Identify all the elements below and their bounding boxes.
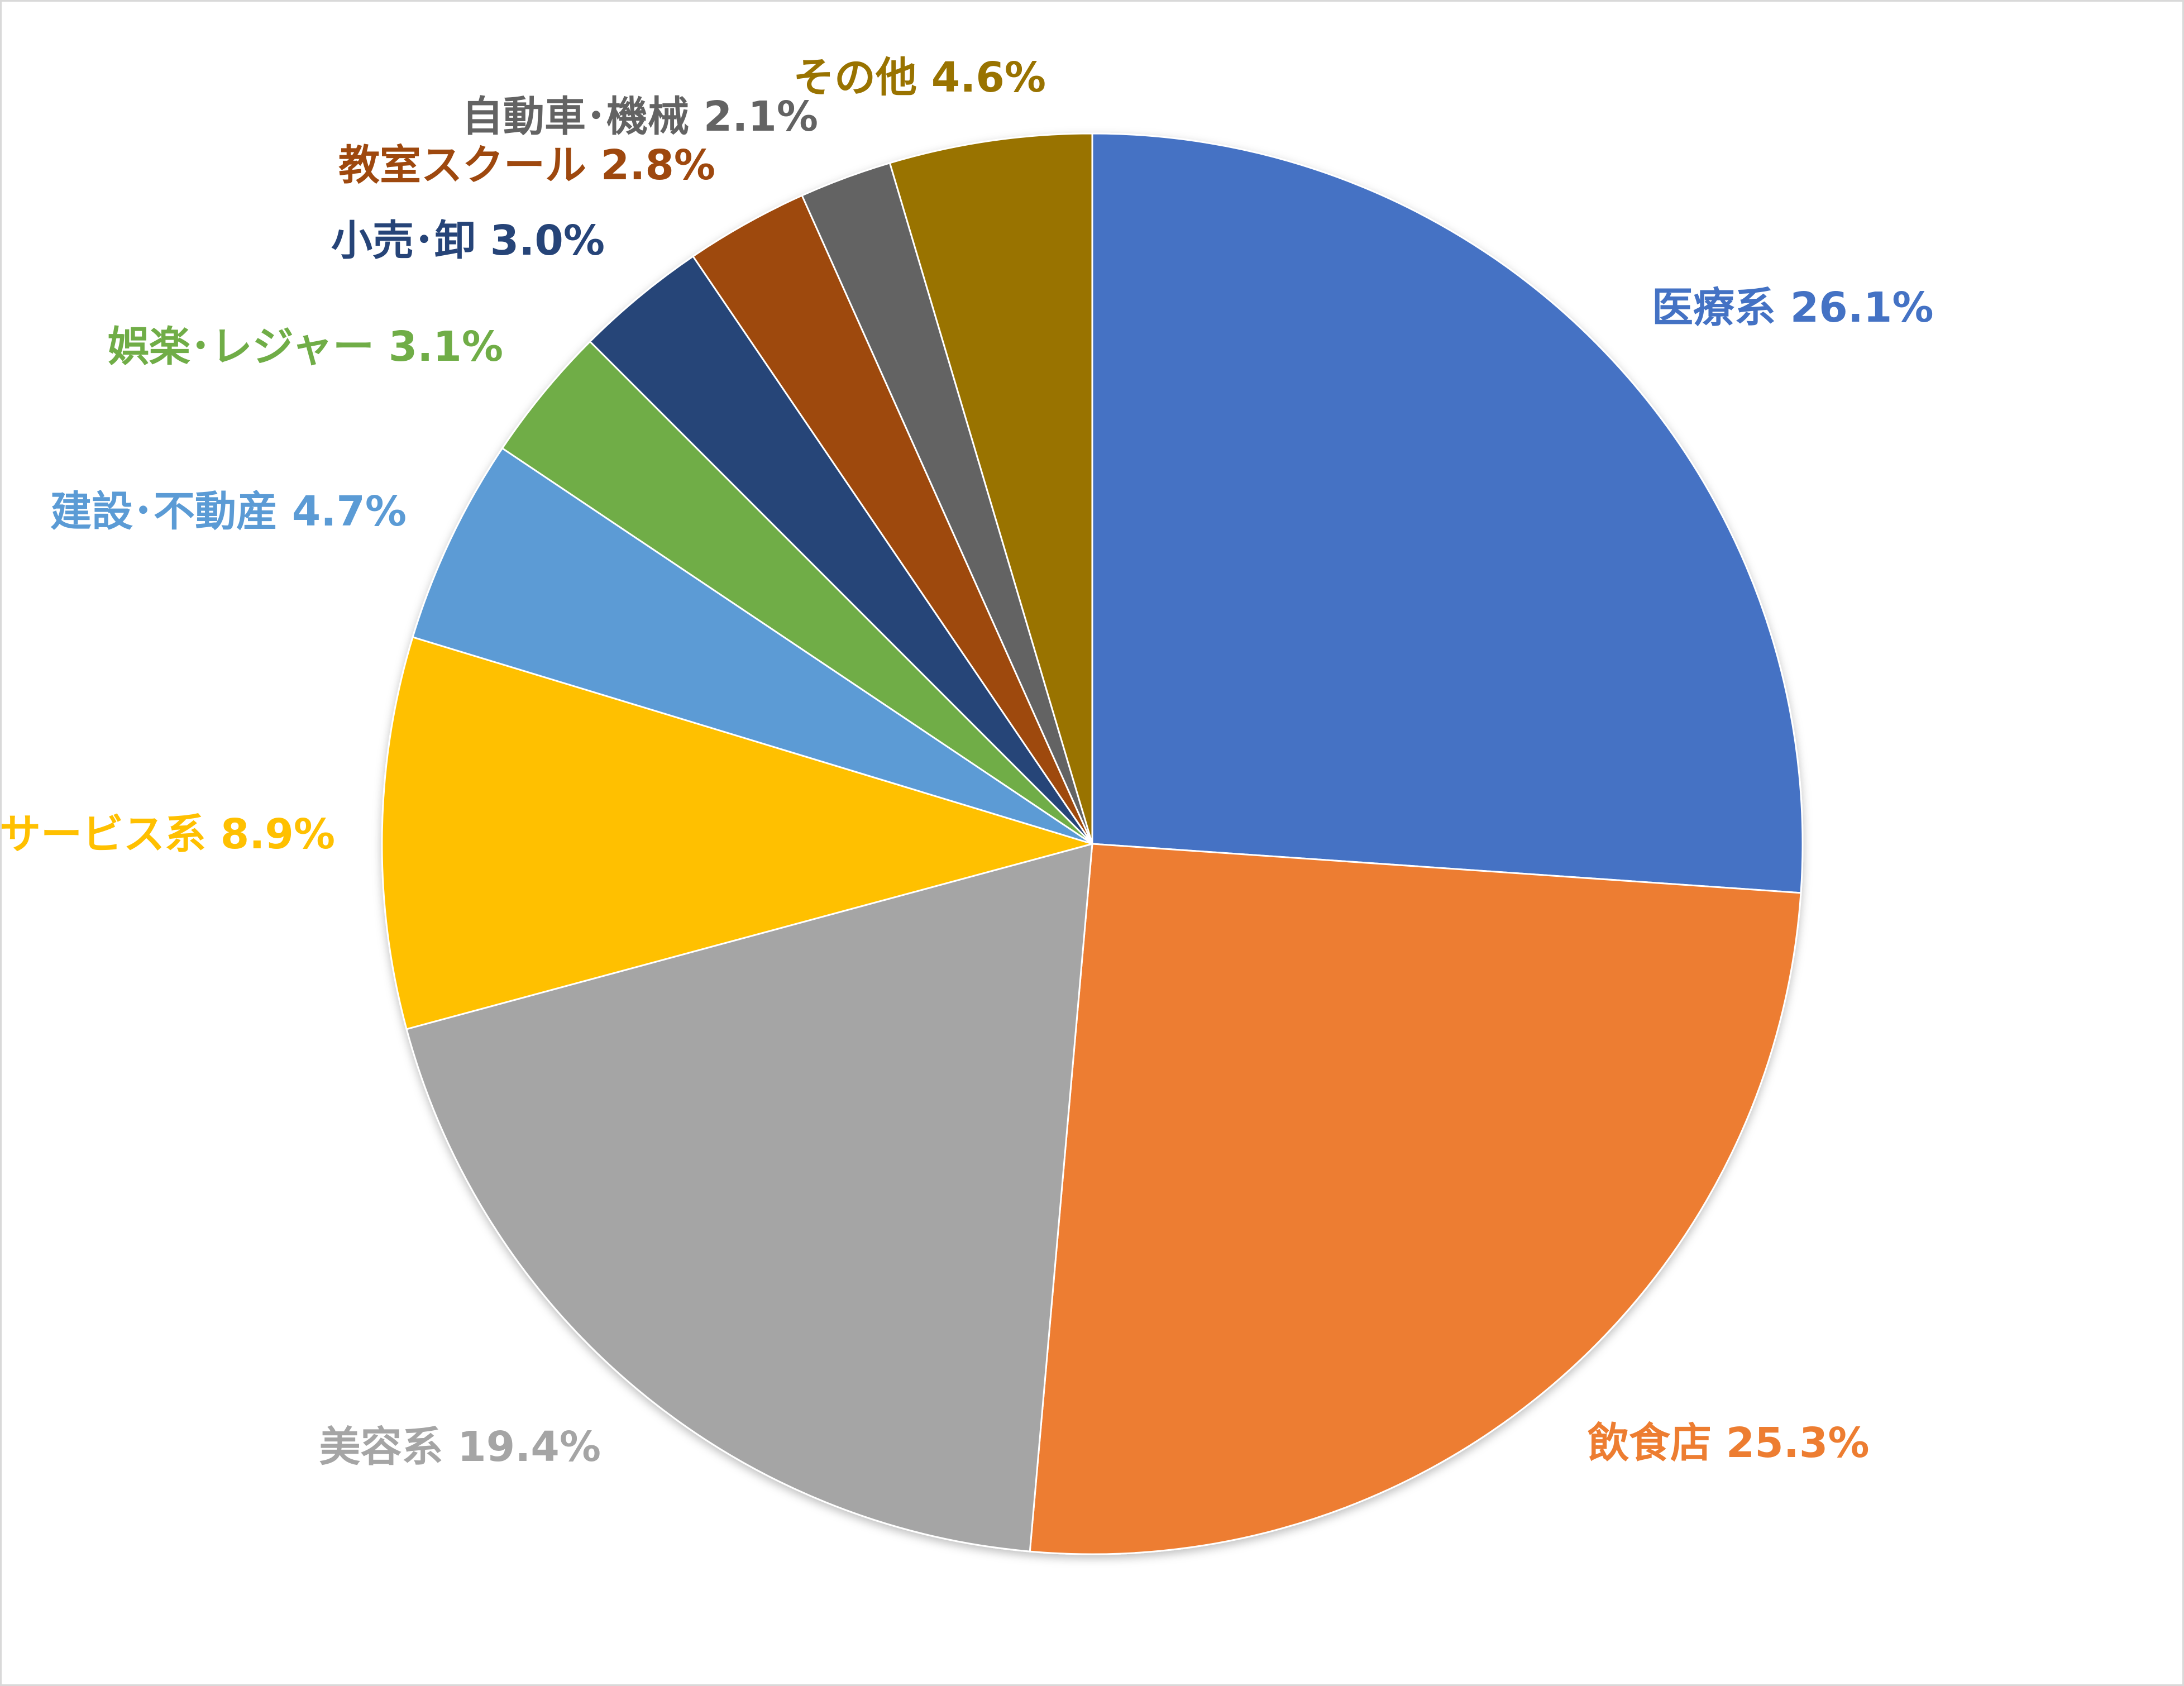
- pie-labels: 医療系 26.1% 飲食店 25.3% 美容系 19.4% サービス系 8.9% 建設･…: [2, 54, 1934, 1471]
- pie-slice: [1029, 843, 1802, 1555]
- slice-category-label: 自動車･機械: [462, 93, 704, 141]
- pie-slice: [888, 132, 1093, 844]
- pie-slice: [589, 255, 1093, 845]
- slice-category-label: 美容系: [319, 1423, 458, 1471]
- slice-value-label: 8.9%: [221, 810, 335, 858]
- pie-slice: [501, 340, 1093, 845]
- slice-category-label: 教室スクール: [338, 141, 601, 189]
- slice-data-label: 美容系 19.4%: [319, 1423, 601, 1471]
- pie-slice: [405, 842, 1093, 1553]
- slice-data-label: サービス系 8.9%: [2, 810, 335, 858]
- slice-value-label: 3.1%: [389, 323, 503, 371]
- pie-slices: [381, 132, 1804, 1555]
- slice-data-label: 自動車･機械 2.1%: [462, 93, 818, 141]
- slice-value-label: 4.6%: [931, 54, 1046, 102]
- slice-category-label: その他: [793, 54, 931, 102]
- slice-data-label: 小売･卸 3.0%: [331, 217, 605, 265]
- slice-data-label: 飲食店 25.3%: [1588, 1419, 1870, 1467]
- slice-data-label: 建設･不動産 4.7%: [50, 488, 407, 536]
- slice-category-label: 小売･卸: [331, 217, 490, 265]
- slice-value-label: 2.1%: [704, 93, 818, 141]
- slice-value-label: 25.3%: [1726, 1419, 1870, 1467]
- slice-value-label: 2.8%: [601, 141, 715, 189]
- slice-data-label: その他 4.6%: [793, 54, 1046, 102]
- slice-category-label: 飲食店: [1588, 1419, 1726, 1467]
- slice-category-label: 建設･不動産: [50, 488, 292, 536]
- slice-value-label: 19.4%: [457, 1423, 601, 1471]
- pie-slice: [381, 636, 1096, 1030]
- slice-value-label: 3.0%: [490, 217, 605, 265]
- slice-category-label: サービス系: [2, 810, 221, 858]
- slice-data-label: 娯楽･レジャー 3.1%: [108, 323, 503, 371]
- slice-category-label: 娯楽･レジャー: [108, 323, 389, 371]
- pie-slice: [1091, 132, 1804, 894]
- slice-category-label: 医療系: [1652, 284, 1790, 332]
- slice-data-label: 教室スクール 2.8%: [338, 141, 715, 189]
- pie-slice: [412, 447, 1093, 845]
- slice-value-label: 4.7%: [292, 488, 407, 536]
- slice-value-label: 26.1%: [1790, 284, 1934, 332]
- slice-data-label: 医療系 26.1%: [1652, 284, 1934, 332]
